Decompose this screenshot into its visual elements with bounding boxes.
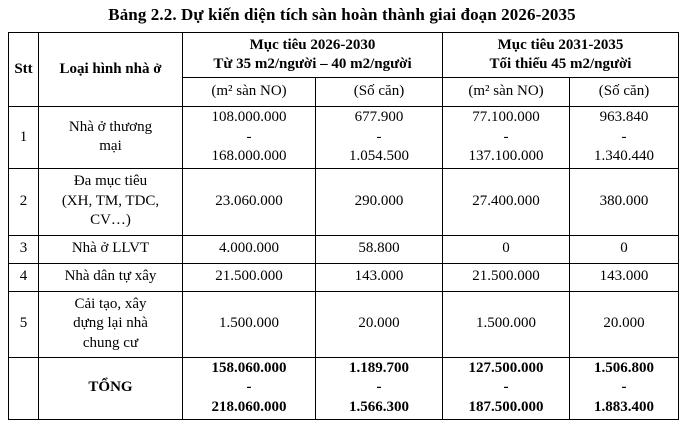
cell-unit-count-2031: 963.840 - 1.340.440: [568, 106, 680, 169]
cell-unit-count-2031: 20.000: [568, 290, 680, 358]
cell-floor-area-2026: 4.000.000: [182, 234, 316, 264]
cell-housing-type: Nhà dân tự xây: [38, 262, 183, 292]
subheader-floor-area-2026: (m² sàn NO): [182, 77, 316, 107]
cell-unit-count-2031: 143.000: [568, 262, 680, 292]
header-group-row: Stt Loại hình nhà ở Mục tiêu 2026-2030 T…: [8, 32, 680, 107]
cell-stt: 3: [8, 234, 39, 264]
cell-unit-count-2026: 58.800: [315, 234, 443, 264]
table-row: 3 Nhà ở LLVT 4.000.000 58.800 0 0: [8, 234, 680, 264]
cell-housing-type: Đa mục tiêu (XH, TM, TDC, CV…): [38, 167, 183, 236]
total-unit-count-2026: 1.189.700 - 1.566.300: [315, 356, 443, 420]
cell-stt: 4: [8, 262, 39, 292]
cell-unit-count-2026: 143.000: [315, 262, 443, 292]
table-title: Bảng 2.2. Dự kiến diện tích sàn hoàn thà…: [108, 5, 576, 24]
cell-unit-count-2026: 20.000: [315, 290, 443, 358]
cell-floor-area-2031: 27.400.000: [442, 167, 570, 236]
header-goal-2026-2030: Mục tiêu 2026-2030 Từ 35 m2/người – 40 m…: [182, 32, 443, 78]
total-floor-area-2031: 127.500.000 - 187.500.000: [442, 356, 570, 420]
total-label: TỔNG: [38, 356, 183, 420]
header-sub-row: (m² sàn NO) (Số căn) (m² sàn NO) (Số căn…: [9, 77, 680, 107]
housing-floor-area-table: Stt Loại hình nhà ở Mục tiêu 2026-2030 T…: [8, 32, 680, 420]
cell-floor-area-2026: 21.500.000: [182, 262, 316, 292]
cell-floor-area-2031: 77.100.000 - 137.100.000: [442, 106, 570, 169]
cell-stt: 2: [8, 167, 39, 236]
table-row: 2 Đa mục tiêu (XH, TM, TDC, CV…) 23.060.…: [8, 167, 680, 236]
cell-floor-area-2031: 1.500.000: [442, 290, 570, 358]
cell-unit-count-2026: 677.900 - 1.054.500: [315, 106, 443, 169]
cell-floor-area-2026: 108.000.000 - 168.000.000: [182, 106, 316, 169]
cell-stt-empty: [8, 356, 39, 420]
cell-unit-count-2031: 380.000: [568, 167, 680, 236]
table-row: 5 Cải tạo, xây dựng lại nhà chung cư 1.5…: [8, 290, 680, 358]
header-stt: Stt: [8, 32, 39, 107]
cell-stt: 1: [8, 106, 39, 169]
total-row: TỔNG 158.060.000 - 218.060.000 1.189.700…: [8, 356, 680, 420]
header-goal-2031-2035: Mục tiêu 2031-2035 Tối thiểu 45 m2/người: [441, 32, 680, 78]
cell-unit-count-2026: 290.000: [315, 167, 443, 236]
cell-unit-count-2031: 0: [568, 234, 680, 264]
cell-housing-type: Nhà ở thương mại: [38, 106, 183, 169]
table-row: 4 Nhà dân tự xây 21.500.000 143.000 21.5…: [8, 262, 680, 292]
cell-housing-type: Nhà ở LLVT: [38, 234, 183, 264]
table-row: 1 Nhà ở thương mại 108.000.000 - 168.000…: [8, 106, 680, 169]
subheader-unit-count-2031: (Số căn): [568, 77, 680, 107]
cell-floor-area-2026: 23.060.000: [182, 167, 316, 236]
subheader-floor-area-2031: (m² sàn NO): [442, 77, 570, 107]
cell-stt: 5: [8, 290, 39, 358]
cell-housing-type: Cải tạo, xây dựng lại nhà chung cư: [38, 290, 183, 358]
cell-floor-area-2026: 1.500.000: [182, 290, 316, 358]
header-housing-type: Loại hình nhà ở: [38, 32, 183, 107]
cell-floor-area-2031: 0: [442, 234, 570, 264]
cell-floor-area-2031: 21.500.000: [442, 262, 570, 292]
total-unit-count-2031: 1.506.800 - 1.883.400: [568, 356, 680, 420]
total-floor-area-2026: 158.060.000 - 218.060.000: [182, 356, 316, 420]
subheader-unit-count-2026: (Số căn): [315, 77, 443, 107]
